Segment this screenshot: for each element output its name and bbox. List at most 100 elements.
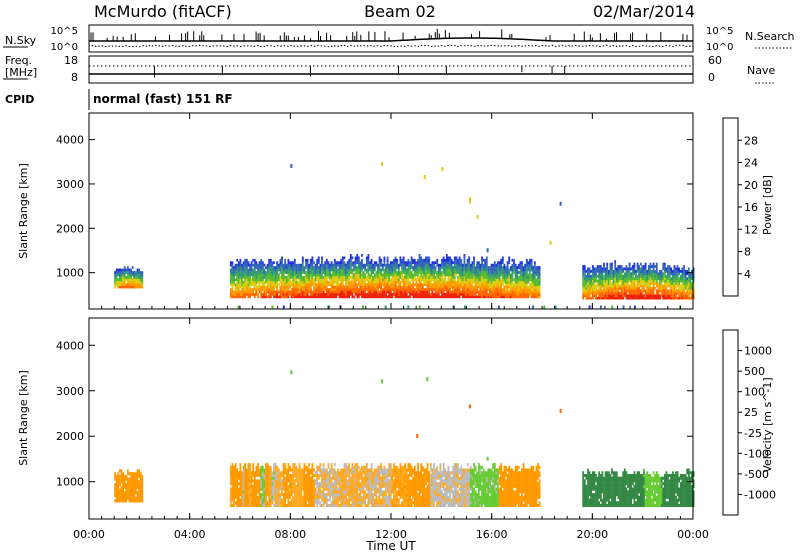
power-cell [513, 285, 515, 289]
station-title: McMurdo (fitACF) [94, 2, 232, 21]
power-cell [681, 296, 684, 300]
velocity-cell [290, 487, 293, 491]
power-cell [380, 283, 383, 287]
power-cell [622, 277, 625, 281]
power-cell [678, 270, 681, 273]
power-cell [445, 271, 448, 274]
velocity-cell [231, 487, 234, 491]
power-cell [420, 295, 423, 299]
velocity-cell [258, 493, 261, 497]
power-cell [391, 276, 394, 279]
velocity-cell [309, 495, 312, 499]
power-cell [686, 277, 689, 281]
power-cell [619, 296, 621, 300]
power-cell [244, 290, 247, 294]
power-cell [535, 285, 538, 289]
power-cell [461, 285, 464, 289]
power-cell [292, 266, 295, 269]
power-cell [667, 270, 669, 273]
power-cell [138, 276, 140, 279]
power-cell [622, 294, 625, 298]
noise-right-tick-bottom: 10^0 [706, 42, 733, 53]
power-cell [399, 285, 402, 289]
power-cell [249, 280, 251, 284]
power-cell [527, 293, 530, 296]
power-cell [287, 276, 290, 279]
power-cell [415, 266, 418, 269]
power-cell [399, 263, 402, 267]
velocity-cell [266, 490, 269, 494]
power-cell [338, 263, 341, 267]
power-cell [444, 285, 447, 289]
power-cell [136, 278, 139, 282]
power-cell [627, 294, 629, 298]
power-cell [343, 266, 346, 269]
velocity-cell [268, 474, 271, 478]
power-cell [300, 263, 303, 267]
power-cell [265, 293, 267, 296]
power-cell [591, 282, 594, 285]
freq-tick-top: 18 [64, 54, 78, 67]
power-cell [670, 294, 673, 298]
power-cell [357, 271, 360, 274]
power-cell [487, 280, 490, 284]
power-cell [442, 263, 445, 267]
velocity-cell [285, 490, 288, 494]
velocity-cell [266, 501, 269, 505]
power-cell [679, 284, 682, 288]
power-cell [635, 287, 637, 290]
power-cell [388, 278, 391, 282]
power-cell [521, 273, 523, 277]
power-cell [329, 293, 331, 296]
velocity-cell [252, 501, 255, 505]
power-cell [667, 267, 669, 271]
power-cell [405, 276, 408, 279]
power-cell [500, 263, 503, 267]
power-cell [497, 295, 499, 299]
power-cell [309, 261, 312, 265]
power-cell [359, 283, 362, 287]
power-cell [367, 290, 370, 294]
velocity-cell [309, 482, 312, 486]
power-cell [229, 293, 232, 296]
power-cell [492, 295, 495, 299]
power-cell [397, 295, 400, 299]
power-cell [313, 280, 315, 284]
velocity-cell [255, 487, 258, 491]
velocity-cell [273, 476, 275, 480]
power-cell [612, 277, 615, 281]
power-cell [397, 285, 400, 289]
power-cell [253, 268, 256, 272]
power-cell [603, 289, 605, 293]
power-cell [471, 278, 474, 282]
velocity-cell [258, 471, 261, 475]
power-cell [364, 290, 367, 294]
velocity-cell [314, 479, 317, 483]
power-cell [615, 289, 618, 293]
power-cell [482, 293, 485, 296]
velocity-cell [300, 487, 303, 491]
noise-left-tick-top: 10^5 [51, 26, 78, 37]
velocity-cell [268, 495, 271, 499]
power-cell [652, 277, 655, 281]
power-cell [289, 263, 291, 267]
power-cell [684, 277, 687, 281]
velocity-cell [321, 493, 323, 497]
velocity-cell [127, 477, 129, 481]
power-cell [252, 276, 255, 279]
power-cell [466, 290, 469, 294]
power-cell [449, 285, 451, 289]
power-cell [628, 291, 631, 295]
power-cell [675, 274, 677, 278]
power-cell [505, 283, 507, 287]
power-cell [614, 262, 617, 266]
power-cell [639, 262, 642, 266]
power-cell [396, 285, 399, 289]
velocity-cell [298, 501, 301, 505]
power-cell [671, 272, 674, 276]
power-cell [341, 271, 344, 274]
power-cell [333, 266, 336, 269]
velocity-cell [311, 484, 314, 488]
power-cell [599, 279, 602, 283]
power-cell [404, 283, 407, 287]
